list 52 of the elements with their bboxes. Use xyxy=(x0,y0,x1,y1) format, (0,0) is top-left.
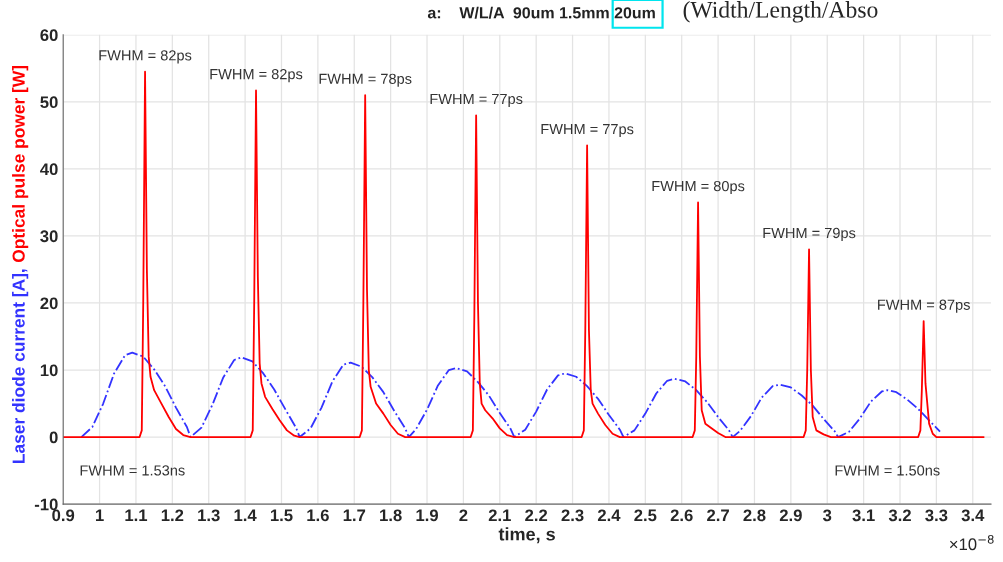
y-tick-label: 20 xyxy=(40,297,58,310)
y-tick-label: 60 xyxy=(40,29,58,42)
x-tick-label: 1.7 xyxy=(343,509,366,522)
x-tick-label: 1.8 xyxy=(380,509,402,522)
x-tick-label: 3 xyxy=(822,509,832,522)
x-tick-label: 3.2 xyxy=(888,509,911,522)
x-tick-label: 3.3 xyxy=(925,509,948,522)
x-tick-label: 2.6 xyxy=(670,509,693,522)
text: Optical pulse power [W] xyxy=(12,65,29,263)
text: ×10$^{−8}$ xyxy=(949,534,994,551)
annotation: FWHM = 1.53ns xyxy=(80,465,185,476)
x-tick-label: 3.4 xyxy=(961,509,985,522)
x-tick-label: 1 xyxy=(95,509,104,522)
y-tick-label: 10 xyxy=(40,364,58,377)
x-tick-label: 2.8 xyxy=(743,509,766,522)
annotation: FWHM = 87ps xyxy=(878,299,970,313)
x-tick-label: 1.1 xyxy=(125,509,148,522)
x-tick-label: 2.3 xyxy=(561,509,584,522)
line-series xyxy=(63,70,985,438)
line-series xyxy=(80,351,941,438)
x-tick-label: 0.9 xyxy=(52,509,75,522)
annotation: FWHM = 1.50ns xyxy=(835,465,940,476)
x-tick-label: 2.1 xyxy=(488,509,511,522)
annotation: FWHM = 82ps xyxy=(210,68,303,83)
x-tick-label: 2.2 xyxy=(525,509,548,522)
x-tick-label: 2.9 xyxy=(779,509,802,522)
text: (Width/Length/Abso xyxy=(683,1,878,23)
y-tick-label: -10 xyxy=(34,498,58,511)
x-tick-label: 1.2 xyxy=(161,509,184,522)
annotation: FWHM = 79ps xyxy=(763,227,856,242)
annotation: FWHM = 80ps xyxy=(652,180,745,195)
x-tick-label: 1.4 xyxy=(234,509,257,522)
text: Laser diode current [A], xyxy=(12,269,29,463)
annotation: FWHM = 78ps xyxy=(319,73,412,87)
annotation: FWHM = 77ps xyxy=(430,93,523,107)
y-tick-label: 40 xyxy=(40,163,58,176)
y-tick-label: 50 xyxy=(40,96,58,109)
x-tick-label: 2.7 xyxy=(707,509,729,522)
x-tick-label: 2 xyxy=(459,509,468,522)
x-tick-label: 1.5 xyxy=(270,509,293,522)
chart-title: a: W/L/A 90um 1.5mm 20um xyxy=(427,6,655,19)
annotation: FWHM = 82ps xyxy=(99,50,192,64)
x-tick-label: 2.4 xyxy=(597,509,621,522)
x-tick-label: 1.3 xyxy=(198,509,220,522)
x-tick-label: 3.1 xyxy=(852,509,875,522)
x-tick-label: 1.9 xyxy=(416,509,438,522)
annotation: FWHM = 77ps xyxy=(541,124,634,138)
y-tick-label: 30 xyxy=(40,230,58,243)
y-tick-label: 0 xyxy=(49,431,58,444)
x-tick-label: 1.6 xyxy=(307,509,329,522)
x-tick-label: 2.5 xyxy=(634,509,657,522)
x-axis-title: time, s xyxy=(498,527,555,544)
